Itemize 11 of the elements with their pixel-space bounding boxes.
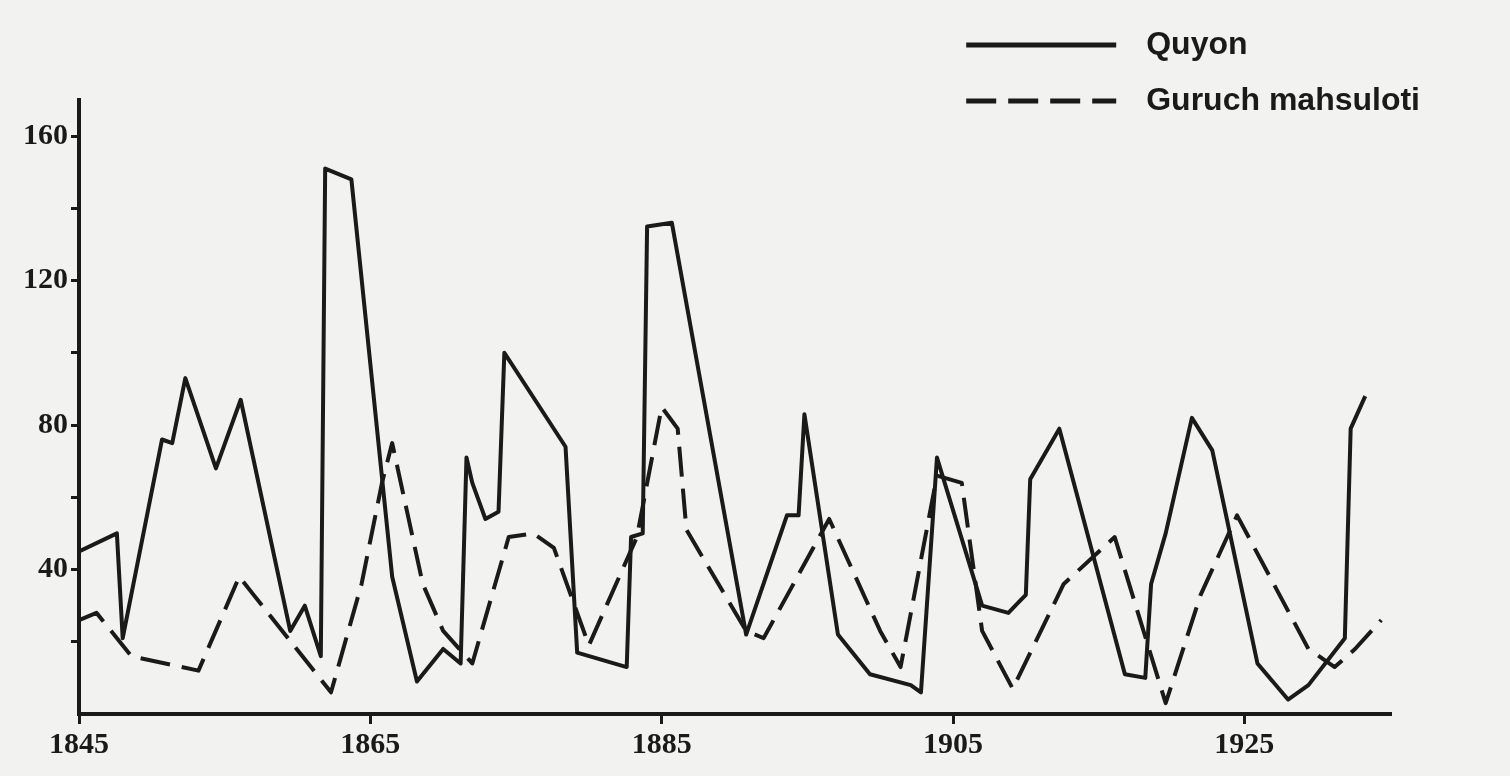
legend-label: Guruch mahsuloti [1146, 80, 1420, 117]
y-tick-label: 160 [23, 116, 68, 150]
y-tick-label: 80 [38, 405, 68, 439]
y-tick-label: 40 [38, 550, 68, 584]
x-tick-label: 1905 [923, 725, 983, 759]
legend-label: Quyon [1146, 24, 1248, 61]
x-tick-label: 1845 [49, 725, 109, 759]
x-tick-label: 1865 [340, 725, 401, 759]
x-tick-label: 1885 [631, 725, 692, 759]
x-tick-label: 1925 [1214, 725, 1275, 759]
y-tick-label: 120 [23, 261, 68, 295]
